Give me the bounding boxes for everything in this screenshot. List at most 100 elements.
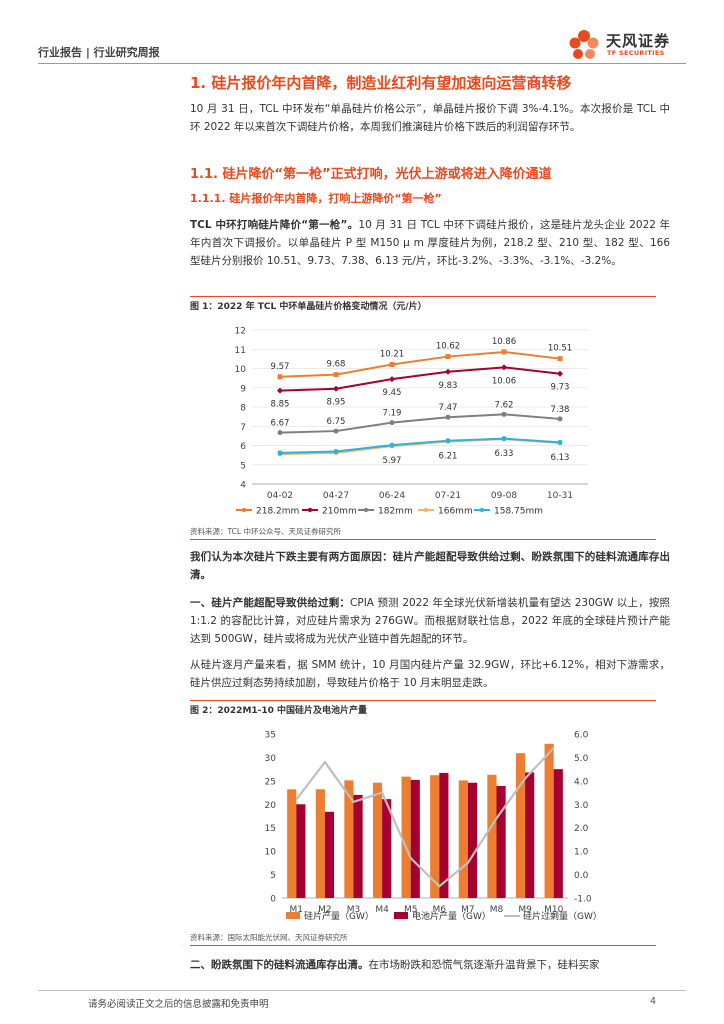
data-label: 9.73 xyxy=(551,383,570,393)
x-tick-label: 10-31 xyxy=(547,491,573,501)
x-tick-label: M6 xyxy=(433,905,447,915)
y-tick-label: 11 xyxy=(235,346,246,356)
bar-wafer xyxy=(372,782,383,898)
data-point xyxy=(557,356,563,362)
bar-wafer xyxy=(401,776,411,898)
data-label: 10.62 xyxy=(436,342,460,352)
legend-label: 硅片产量（GW） xyxy=(304,910,374,922)
bar-cell xyxy=(496,786,506,898)
output-paragraph: 从硅片逐月产量来看，据 SMM 统计，10 月国内硅片产量 32.9GW，环比+… xyxy=(190,659,670,689)
data-label: 9.57 xyxy=(271,362,290,372)
data-label: 10.06 xyxy=(492,376,516,386)
figure1-source: 资料来源：TCL 中环公众号、天风证券研究所 xyxy=(190,526,656,540)
y-left-tick-label: 5 xyxy=(270,871,276,881)
data-label: 6.75 xyxy=(327,417,346,427)
y-left-tick-label: 20 xyxy=(265,801,277,811)
data-point xyxy=(501,436,507,442)
data-label: 7.19 xyxy=(383,409,402,419)
y-right-tick-label: 0.0 xyxy=(574,871,589,881)
series-line xyxy=(279,413,561,434)
data-point xyxy=(445,354,451,360)
data-point xyxy=(445,368,451,375)
x-tick-label: 07-21 xyxy=(435,491,461,501)
x-tick-label: M8 xyxy=(490,905,504,915)
price-cut-paragraph: TCL 中环打响硅片降价“第一枪”。10 月 31 日 TCL 中环下调硅片报价… xyxy=(190,216,670,270)
footer-disclaimer: 请务必阅读正文之后的信息披露和免责申明 xyxy=(88,999,269,1010)
y-right-tick-label: 4.0 xyxy=(574,777,589,787)
logo-flower-icon xyxy=(569,30,599,59)
figure2-title: 图 2：2022M1-10 中国硅片及电池片产量 xyxy=(190,700,656,716)
bar-wafer xyxy=(515,753,526,898)
bar-wafer xyxy=(458,780,468,898)
intro-paragraph: 10 月 31 日，TCL 中环发布“单晶硅片价格公示”，单晶硅片报价下调 3%… xyxy=(190,103,670,133)
legend-label: 158.75mm xyxy=(494,507,543,517)
data-label: 10.21 xyxy=(380,349,404,359)
x-tick-label: M4 xyxy=(375,905,389,915)
footer-divider xyxy=(38,990,686,991)
data-point xyxy=(501,349,507,355)
x-tick-label: M5 xyxy=(404,905,418,915)
legend-label: 166mm xyxy=(438,507,473,517)
data-label: 9.45 xyxy=(383,388,402,398)
data-point xyxy=(333,372,339,378)
bar-cell xyxy=(553,769,563,898)
data-point xyxy=(445,414,451,420)
bar-wafer xyxy=(344,780,354,898)
data-point xyxy=(277,374,283,380)
y-tick-label: 5 xyxy=(240,461,246,471)
data-label: 9.83 xyxy=(439,381,458,391)
y-left-tick-label: 25 xyxy=(265,777,276,787)
y-right-tick-label: 2.0 xyxy=(574,824,589,834)
bar-cell xyxy=(439,772,449,898)
data-label: 6.13 xyxy=(551,453,570,463)
data-label: 8.85 xyxy=(271,400,290,410)
inventory-lead: 二、盼跌氛围下的硅料流通库存出清。 xyxy=(190,959,369,971)
y-right-tick-label: 5.0 xyxy=(574,754,589,764)
data-label: 5.97 xyxy=(383,456,402,466)
logo-name-en: TF SECURITIES xyxy=(607,49,665,57)
legend-swatch xyxy=(286,912,300,919)
x-tick-label: 09-08 xyxy=(491,491,517,501)
inventory-paragraph: 二、盼跌氛围下的硅料流通库存出清。在市场盼跌和恐慌气氛逐渐升温背景下，硅料买家 xyxy=(190,956,670,974)
data-point xyxy=(333,428,339,434)
data-label: 10.86 xyxy=(492,337,516,347)
data-label: 7.47 xyxy=(439,403,458,413)
x-tick-label: M10 xyxy=(544,905,563,915)
bar-cell xyxy=(525,772,535,898)
y-left-tick-label: 10 xyxy=(265,848,277,858)
legend-swatch xyxy=(394,912,408,919)
x-tick-label: M1 xyxy=(290,905,304,915)
reasons-lead: 我们认为本次硅片下跌主要有两方面原因：硅片产能超配导致供给过剩、盼跌氛围下的硅料… xyxy=(190,551,670,581)
bar-wafer xyxy=(487,774,497,898)
legend-marker xyxy=(241,507,247,513)
data-label: 6.21 xyxy=(439,451,458,461)
data-point xyxy=(389,442,395,448)
data-point xyxy=(501,364,507,371)
x-tick-label: 06-24 xyxy=(379,491,405,501)
oversupply-body: CPIA 预测 2022 年全球光伏新增装机量有望达 230GW 以上，按照 1… xyxy=(190,597,670,645)
price-cut-body: 10 月 31 日 TCL 中环下调硅片报价，这是硅片龙头企业 2022 年年内… xyxy=(190,219,671,267)
data-point xyxy=(333,448,339,454)
data-label: 6.67 xyxy=(271,419,290,429)
oversupply-paragraph: 一、硅片产能超配导致供给过剩：CPIA 预测 2022 年全球光伏新增装机量有望… xyxy=(190,594,670,648)
y-right-tick-label: 6.0 xyxy=(574,731,589,741)
section-title: 1. 硅片报价年内首降，制造业红利有望加速向运营商转移 xyxy=(190,74,572,92)
y-tick-label: 10 xyxy=(235,365,247,375)
bar-cell xyxy=(296,804,306,898)
page-number: 4 xyxy=(650,996,657,1007)
bar-cell xyxy=(324,811,335,898)
legend-marker xyxy=(307,507,313,513)
report-category: 行业报告 | 行业研究周报 xyxy=(38,46,160,59)
bar-cell xyxy=(382,799,392,898)
data-point xyxy=(277,450,283,456)
x-tick-label: 04-02 xyxy=(267,491,293,501)
x-tick-label: M9 xyxy=(518,905,532,915)
surplus-line xyxy=(295,747,555,888)
header-divider xyxy=(38,63,686,64)
data-point xyxy=(333,385,339,392)
figure1-title: 图 1：2022 年 TCL 中环单晶硅片价格变动情况（元/片） xyxy=(190,296,656,312)
bar-wafer xyxy=(287,789,297,898)
inventory-body: 在市场盼跌和恐慌气氛逐渐升温背景下，硅料买家 xyxy=(368,959,600,971)
bar-cell xyxy=(353,794,363,898)
figure2-bar-chart: 0 5 10 15 20 25 30 35 -1.0 0.0 1.0 2.0 3.0 4.0 5.0 6.0 M… xyxy=(265,731,602,923)
